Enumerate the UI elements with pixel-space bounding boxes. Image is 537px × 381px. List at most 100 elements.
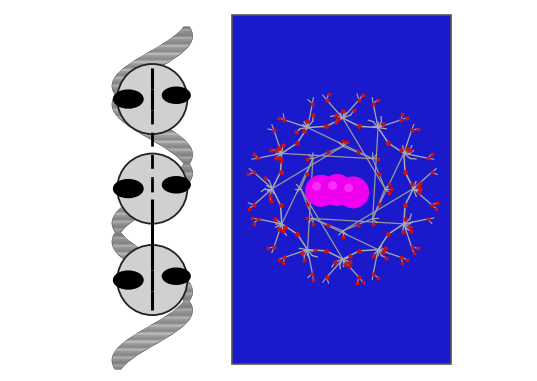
- Polygon shape: [165, 316, 192, 317]
- Polygon shape: [166, 149, 192, 150]
- Polygon shape: [114, 234, 122, 235]
- Polygon shape: [181, 166, 191, 167]
- Polygon shape: [143, 191, 180, 192]
- Polygon shape: [126, 340, 163, 341]
- Polygon shape: [114, 351, 143, 352]
- Polygon shape: [117, 348, 149, 349]
- Polygon shape: [132, 128, 171, 130]
- Polygon shape: [112, 239, 128, 240]
- Polygon shape: [113, 79, 140, 80]
- Polygon shape: [112, 223, 130, 224]
- Polygon shape: [114, 231, 121, 232]
- Polygon shape: [115, 114, 146, 115]
- Polygon shape: [163, 317, 191, 318]
- Polygon shape: [181, 298, 191, 299]
- Ellipse shape: [162, 267, 191, 285]
- Polygon shape: [155, 322, 188, 323]
- Polygon shape: [173, 36, 193, 37]
- Polygon shape: [112, 238, 127, 239]
- Polygon shape: [183, 163, 190, 164]
- Polygon shape: [163, 180, 191, 181]
- Polygon shape: [181, 303, 191, 304]
- Polygon shape: [118, 117, 151, 118]
- Polygon shape: [143, 272, 180, 274]
- Polygon shape: [182, 299, 191, 300]
- Polygon shape: [113, 247, 140, 248]
- Polygon shape: [182, 165, 191, 166]
- Polygon shape: [115, 76, 146, 77]
- Polygon shape: [117, 116, 149, 117]
- Polygon shape: [143, 328, 180, 330]
- Ellipse shape: [113, 90, 144, 109]
- Polygon shape: [171, 290, 193, 291]
- Polygon shape: [149, 276, 184, 277]
- Polygon shape: [120, 70, 155, 71]
- Polygon shape: [132, 266, 171, 267]
- Polygon shape: [176, 293, 193, 294]
- Polygon shape: [155, 142, 188, 143]
- Polygon shape: [183, 300, 190, 301]
- Polygon shape: [183, 27, 190, 28]
- Polygon shape: [118, 347, 151, 348]
- Polygon shape: [180, 167, 192, 168]
- Polygon shape: [183, 164, 190, 165]
- Ellipse shape: [162, 86, 191, 104]
- Polygon shape: [112, 104, 132, 106]
- Polygon shape: [161, 44, 190, 45]
- Polygon shape: [153, 186, 187, 187]
- Polygon shape: [114, 230, 122, 231]
- Polygon shape: [134, 334, 172, 335]
- Polygon shape: [175, 292, 193, 293]
- Polygon shape: [155, 47, 188, 48]
- Polygon shape: [181, 160, 191, 162]
- Polygon shape: [112, 357, 135, 358]
- Polygon shape: [165, 285, 192, 286]
- Polygon shape: [171, 37, 193, 38]
- Polygon shape: [134, 60, 172, 61]
- Polygon shape: [153, 278, 187, 279]
- Polygon shape: [126, 203, 163, 204]
- Polygon shape: [141, 271, 179, 272]
- Polygon shape: [112, 85, 132, 86]
- Polygon shape: [136, 268, 174, 269]
- Polygon shape: [146, 136, 182, 138]
- Polygon shape: [114, 111, 142, 112]
- Polygon shape: [171, 152, 193, 154]
- Polygon shape: [161, 283, 190, 284]
- Polygon shape: [183, 301, 190, 302]
- Polygon shape: [161, 181, 190, 182]
- Polygon shape: [141, 330, 179, 331]
- Polygon shape: [159, 282, 190, 283]
- Polygon shape: [114, 214, 143, 215]
- Polygon shape: [129, 200, 167, 202]
- Polygon shape: [112, 364, 126, 365]
- Polygon shape: [161, 146, 190, 147]
- Polygon shape: [124, 67, 161, 68]
- Polygon shape: [112, 87, 128, 88]
- Polygon shape: [168, 287, 192, 288]
- Polygon shape: [129, 126, 167, 127]
- Polygon shape: [141, 134, 179, 135]
- Polygon shape: [168, 150, 192, 151]
- Polygon shape: [112, 106, 133, 107]
- Polygon shape: [121, 69, 157, 70]
- Polygon shape: [112, 227, 126, 228]
- Polygon shape: [147, 52, 183, 53]
- Polygon shape: [159, 319, 190, 320]
- Polygon shape: [112, 83, 135, 84]
- Polygon shape: [175, 309, 193, 310]
- Polygon shape: [119, 255, 154, 256]
- Polygon shape: [181, 29, 191, 30]
- Polygon shape: [168, 176, 192, 178]
- Polygon shape: [112, 363, 127, 364]
- Polygon shape: [173, 310, 193, 311]
- Polygon shape: [123, 205, 159, 206]
- Polygon shape: [116, 212, 148, 213]
- Polygon shape: [177, 307, 192, 308]
- Polygon shape: [113, 92, 124, 93]
- Polygon shape: [112, 108, 136, 109]
- Polygon shape: [113, 355, 138, 356]
- Polygon shape: [140, 270, 177, 271]
- Polygon shape: [114, 232, 121, 234]
- Polygon shape: [113, 235, 124, 236]
